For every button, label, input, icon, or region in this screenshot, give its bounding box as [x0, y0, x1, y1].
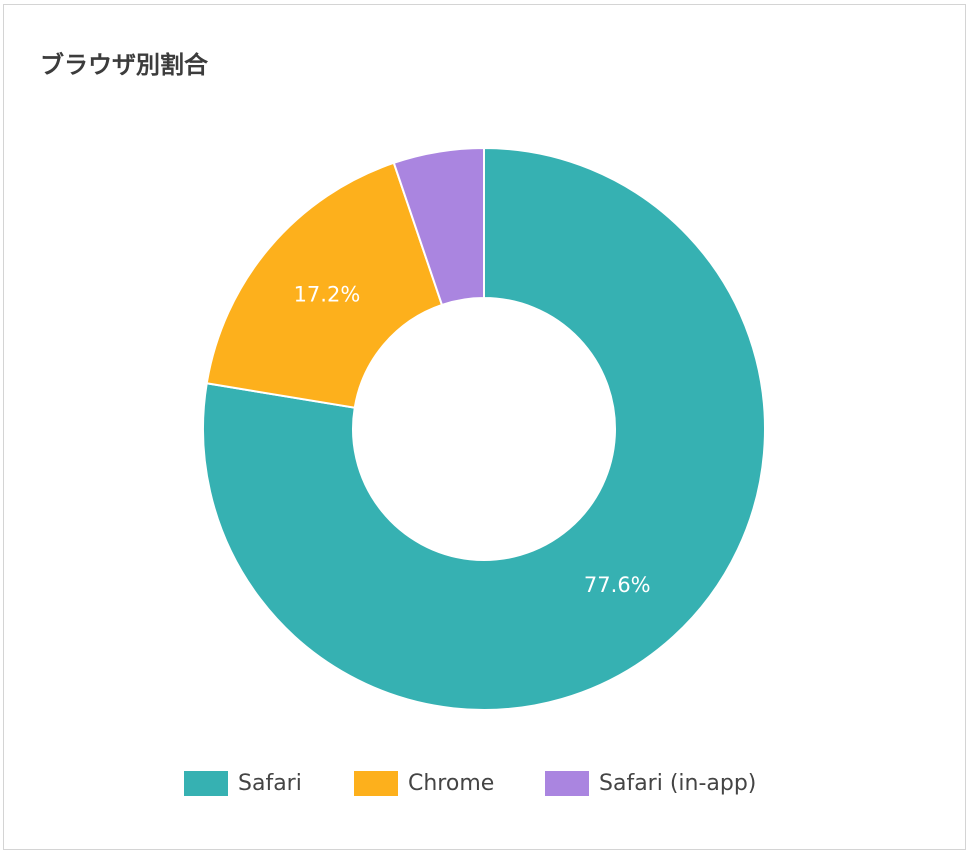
legend-swatch-safari [184, 770, 228, 796]
legend: Safari Chrome Safari (in-app) [4, 765, 967, 801]
donut-chart: 77.6% 17.2% [202, 146, 766, 711]
slice-safari-in-app[interactable] [392, 146, 485, 307]
slice-safari[interactable] [202, 146, 766, 711]
legend-item-safari[interactable]: Safari [184, 765, 302, 801]
legend-item-chrome[interactable]: Chrome [354, 765, 494, 801]
data-label-safari: 77.6% [584, 573, 651, 597]
chart-title: ブラウザ別割合 [40, 51, 208, 79]
chart-card: ブラウザ別割合 77.6% 17.2% Safari Chrome Safari … [3, 4, 966, 850]
legend-label: Safari [238, 770, 302, 796]
legend-label: Chrome [408, 770, 495, 796]
slice-chrome[interactable] [205, 161, 444, 409]
data-label-chrome: 17.2% [294, 283, 361, 307]
legend-swatch-chrome [354, 770, 398, 796]
legend-item-safari-in-app[interactable]: Safari (in-app) [545, 765, 756, 801]
legend-label: Safari (in-app) [599, 770, 757, 796]
legend-swatch-safari-in-app [545, 770, 589, 796]
